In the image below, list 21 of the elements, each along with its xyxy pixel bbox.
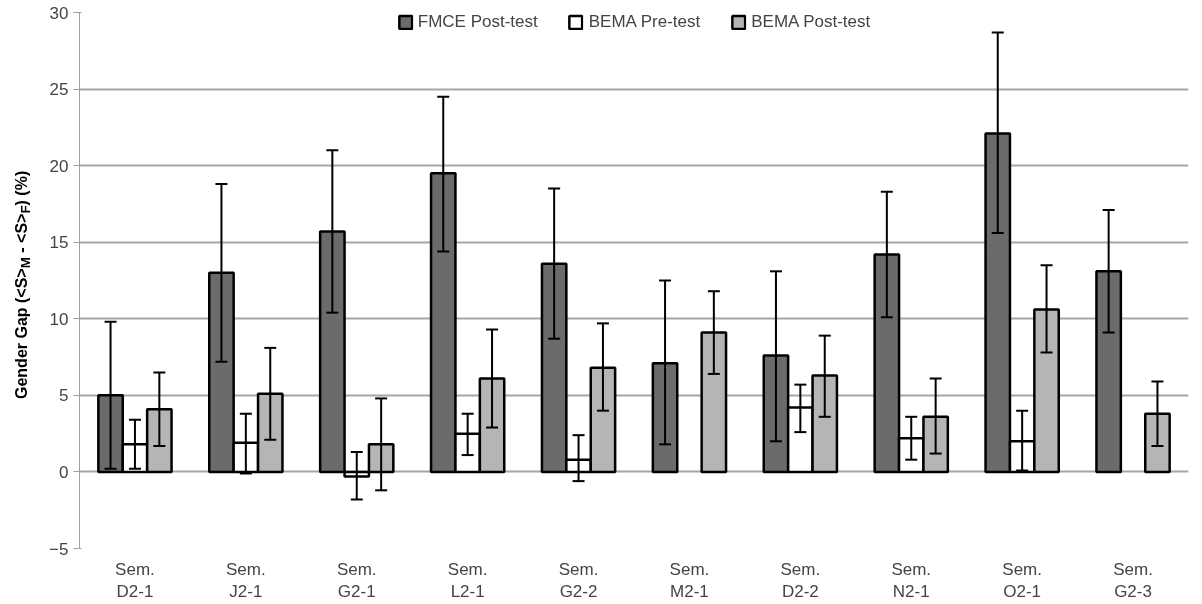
y-tick-label: 20 xyxy=(49,156,69,176)
y-tick-label: 5 xyxy=(59,386,69,406)
x-tick-label: Sem. M2-1 xyxy=(669,559,710,602)
y-tick-label: 10 xyxy=(49,309,69,329)
y-tick-label: 0 xyxy=(59,462,69,482)
y-tick-label: −5 xyxy=(49,539,69,559)
x-tick-label: Sem. L2-1 xyxy=(447,559,488,602)
x-tick-label: Sem. N2-1 xyxy=(891,559,932,602)
x-tick-label: Sem. O2-1 xyxy=(1002,559,1042,602)
legend-label: BEMA Pre-test xyxy=(588,12,701,32)
y-tick-label: 30 xyxy=(49,3,69,23)
x-tick-label: Sem. G2-1 xyxy=(336,559,377,602)
x-tick-label: Sem. G2-3 xyxy=(1113,559,1153,602)
legend-label: BEMA Post-test xyxy=(751,12,871,32)
y-tick-label: 15 xyxy=(49,233,69,253)
x-tick-label: Sem. G2-2 xyxy=(558,559,599,602)
x-tick-label: Sem. D2-2 xyxy=(780,559,821,602)
legend-label: FMCE Post-test xyxy=(417,12,538,32)
x-tick-label: Sem. J2-1 xyxy=(226,559,266,602)
x-tick-label: Sem. D2-1 xyxy=(115,559,155,602)
y-tick-label: 25 xyxy=(49,80,69,100)
